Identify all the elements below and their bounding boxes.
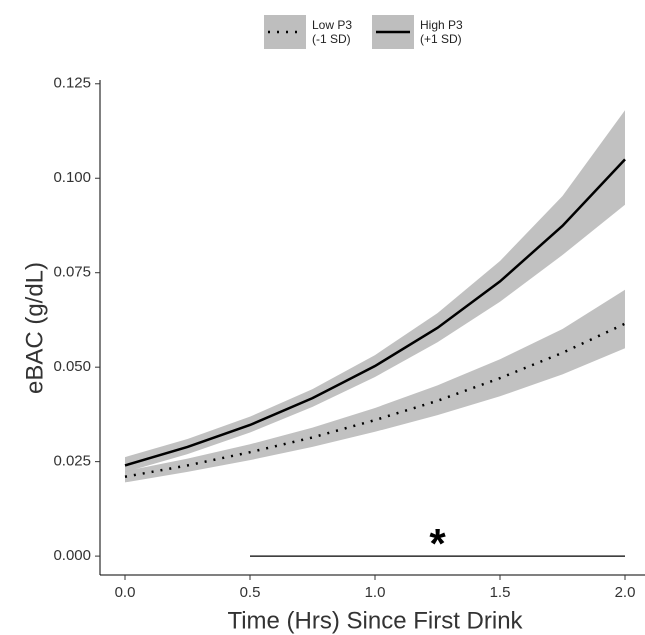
x-tick-label: 0.0 — [115, 584, 136, 601]
y-axis-title: eBAC (g/dL) — [21, 262, 48, 394]
y-tick-label: 0.075 — [53, 264, 91, 281]
x-axis-title: Time (Hrs) Since First Drink — [227, 607, 523, 634]
y-tick-label: 0.125 — [53, 75, 91, 92]
y-tick-label: 0.000 — [53, 547, 91, 564]
x-tick-label: 1.5 — [490, 584, 511, 601]
y-tick-label: 0.100 — [53, 169, 91, 186]
x-tick-label: 1.0 — [365, 584, 386, 601]
series-line — [124, 158, 626, 467]
y-tick-label: 0.025 — [53, 453, 91, 470]
annotation: * — [429, 520, 446, 567]
x-tick-label: 0.5 — [240, 584, 261, 601]
legend-label: Low P3 (-1 SD) — [312, 18, 353, 46]
x-tick-label: 2.0 — [615, 584, 636, 601]
legend-label: High P3 (+1 SD) — [420, 18, 463, 46]
confidence-band — [125, 289, 625, 483]
y-tick-label: 0.050 — [53, 358, 91, 375]
series-line — [124, 322, 626, 478]
legend-key — [264, 15, 306, 49]
